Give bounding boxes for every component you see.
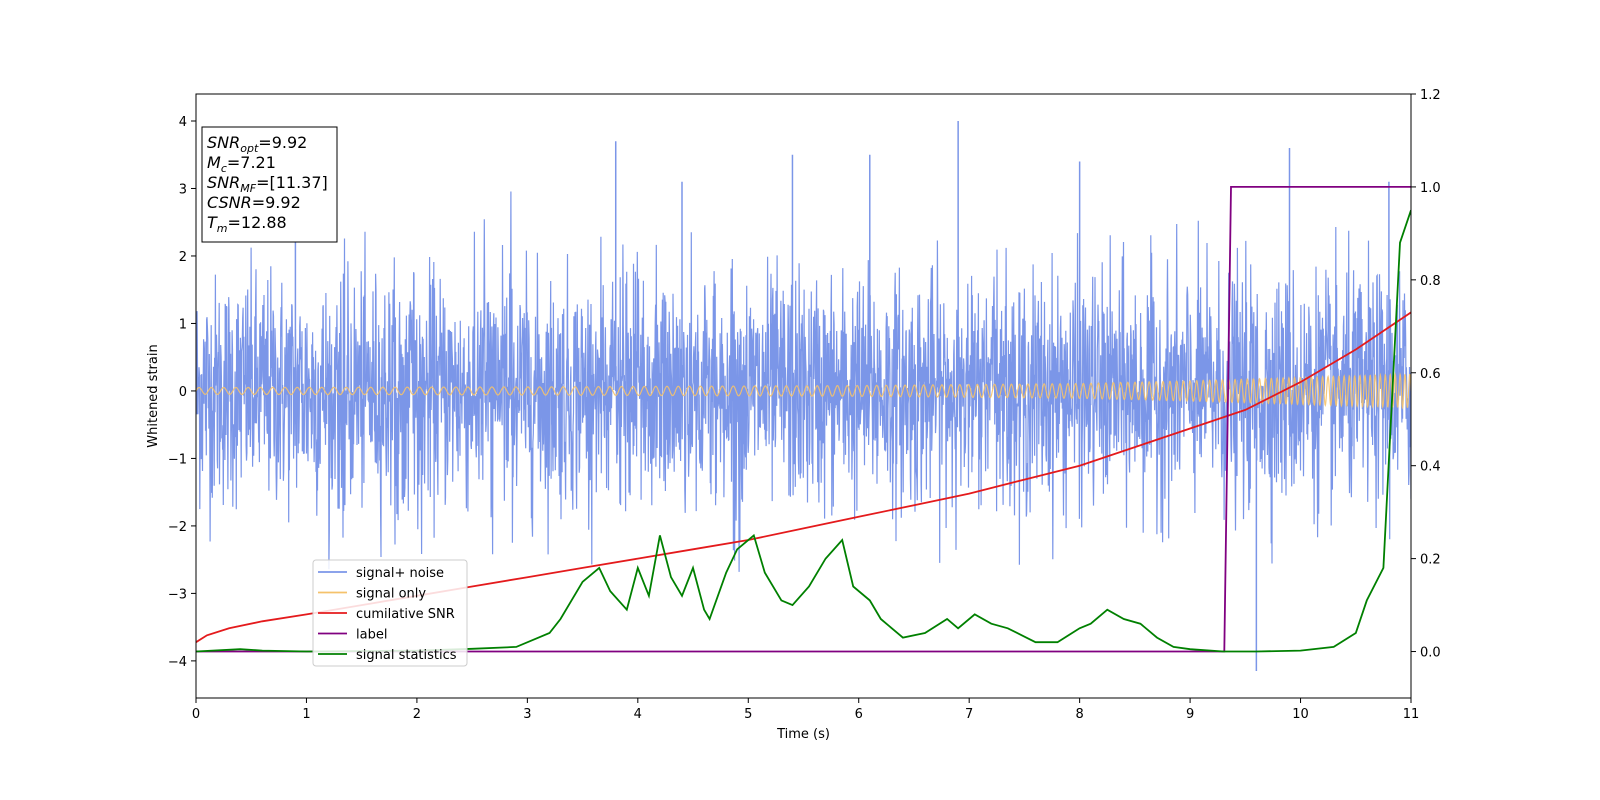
plot-area xyxy=(196,120,1411,672)
y2-tick-label: 0.4 xyxy=(1420,460,1441,475)
legend: signal+ noise signal only cumilative SNR la… xyxy=(312,559,468,667)
x-tick-label: 11 xyxy=(1403,707,1420,722)
y2-tick-label: 0.8 xyxy=(1420,274,1441,289)
legend-label: label xyxy=(356,628,387,643)
x-tick-label: 0 xyxy=(192,707,200,722)
x-tick-label: 5 xyxy=(744,707,752,722)
y2-tick-label: 0.6 xyxy=(1420,367,1441,382)
series-signal-noise xyxy=(196,191,1411,572)
y2-tick-label: 0.0 xyxy=(1420,646,1441,661)
y-tick-label: −2 xyxy=(168,520,187,535)
info-box: SNRopt=9.92Mc=7.21SNRMF=[11.37]CSNR=9.92… xyxy=(201,126,338,243)
info-csnr: CSNR=9.92 xyxy=(207,193,301,212)
x-axis-label: Time (s) xyxy=(776,727,830,742)
plot-frame xyxy=(195,93,1412,699)
x-tick-label: 6 xyxy=(855,707,863,722)
y-tick-label: 1 xyxy=(179,317,187,332)
series-signal-only xyxy=(196,372,1411,410)
y-tick-label: −3 xyxy=(168,587,187,602)
series-label xyxy=(196,186,1411,653)
info-tm: Tm=12.88 xyxy=(207,213,287,235)
axes: 0 1 2 3 4 5 6 7 8 9 10 11 −4 −3 −2 −1 0 1 2 3 4 0.0 0.2 0.4 0.6 0… xyxy=(168,88,1441,722)
y-tick-label: −4 xyxy=(168,655,187,670)
y-tick-label: 4 xyxy=(179,115,187,130)
legend-frame xyxy=(312,559,468,667)
x-tick-label: 9 xyxy=(1186,707,1194,722)
x-tick-label: 1 xyxy=(302,707,310,722)
y-tick-label: 2 xyxy=(179,250,187,265)
x-tick-label: 8 xyxy=(1075,707,1083,722)
y-tick-label: 0 xyxy=(179,385,187,400)
x-tick-label: 7 xyxy=(965,707,973,722)
info-snr-opt: SNRopt=9.92 xyxy=(207,133,307,155)
y2-tick-label: 1.2 xyxy=(1420,88,1441,103)
legend-label: signal+ noise xyxy=(356,566,444,581)
y-tick-label: −1 xyxy=(168,452,187,467)
info-box-frame xyxy=(201,126,338,243)
x-tick-label: 4 xyxy=(634,707,642,722)
x-tick-label: 2 xyxy=(413,707,421,722)
x-tick-label: 3 xyxy=(523,707,531,722)
legend-label: signal only xyxy=(356,587,426,602)
y-tick-label: 3 xyxy=(179,182,187,197)
y2-tick-label: 1.0 xyxy=(1420,181,1441,196)
legend-label: cumilative SNR xyxy=(356,607,455,622)
legend-label: signal statistics xyxy=(356,648,457,663)
x-tick-label: 10 xyxy=(1292,707,1309,722)
info-snr-mf: SNRMF=[11.37] xyxy=(207,173,328,195)
info-mc: Mc=7.21 xyxy=(207,153,276,175)
y-axis-label: Whitened strain xyxy=(146,344,161,447)
series-signal-statistics xyxy=(196,209,1411,653)
y2-tick-label: 0.2 xyxy=(1420,553,1441,568)
